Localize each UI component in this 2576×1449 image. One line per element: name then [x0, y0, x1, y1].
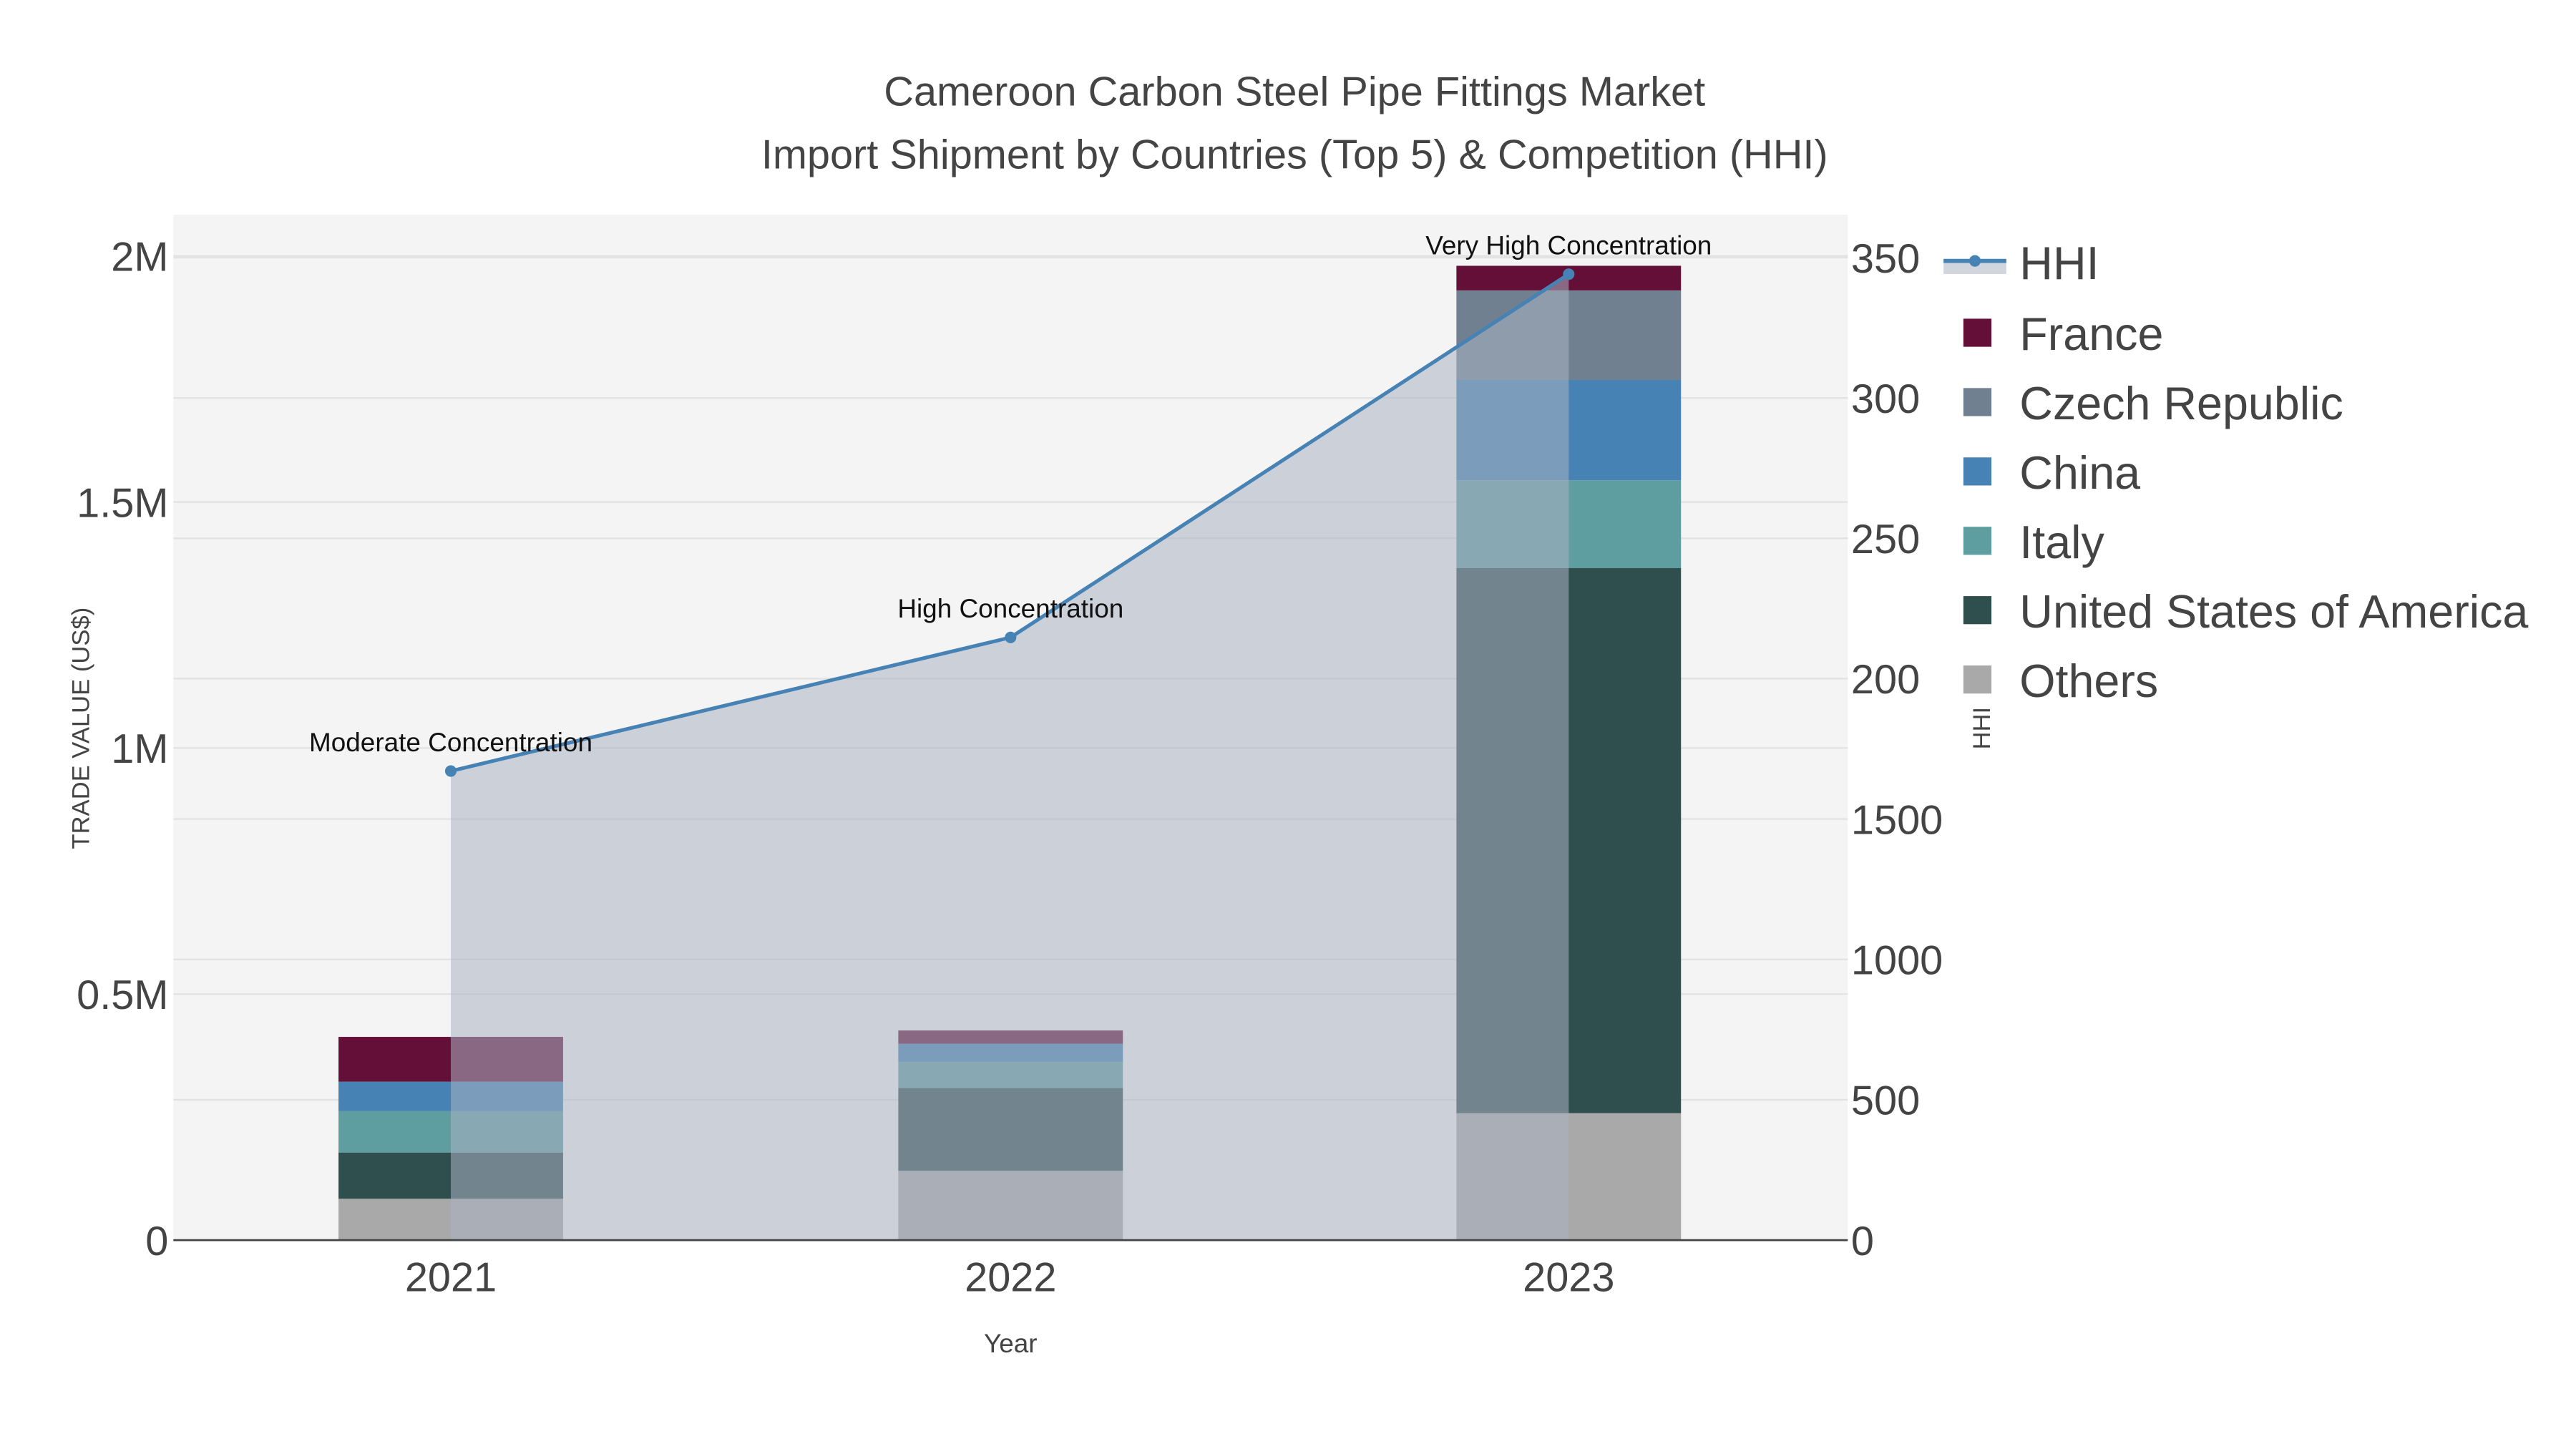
legend-swatch-czech-republic — [1963, 388, 1992, 416]
legend-label: China — [2019, 447, 2140, 499]
y2-tick-label: 1000 — [1851, 938, 1943, 984]
legend-swatch-france — [1963, 318, 1992, 347]
legend-label: Italy — [2019, 517, 2104, 568]
chart-title: Cameroon Carbon Steel Pipe Fittings Mark… — [884, 69, 1705, 115]
x-axis-title: Year — [984, 1329, 1038, 1358]
y-tick-label: 1M — [111, 726, 168, 772]
y2-axis-title: HHI — [1968, 707, 1996, 750]
legend-label: Czech Republic — [2019, 378, 2343, 429]
legend-label: Others — [2019, 655, 2158, 707]
y2-tick-label: 200 — [1851, 657, 1920, 703]
x-axis-ticks: 2021 2022 2023 — [405, 1255, 1615, 1301]
legend: HHI France Czech Republic China Italy United … — [1943, 238, 2528, 707]
y2-axis-ticks: 0 500 1000 1500 200 250 300 350 — [1851, 236, 1943, 1264]
y-tick-label: 2M — [111, 234, 168, 280]
legend-swatch-china — [1963, 457, 1992, 486]
legend-swatch-others — [1963, 665, 1992, 694]
legend-swatch-italy — [1963, 527, 1992, 555]
hhi-point — [444, 765, 457, 777]
chart-subtitle: Import Shipment by Countries (Top 5) & C… — [761, 132, 1828, 177]
x-tick-label: 2022 — [965, 1255, 1056, 1301]
y2-tick-label: 250 — [1851, 517, 1920, 562]
y2-tick-label: 1500 — [1851, 797, 1943, 843]
y2-tick-label: 350 — [1851, 236, 1920, 282]
legend-label-hhi: HHI — [2019, 238, 2099, 289]
y-axis-title: TRADE VALUE (US$) — [68, 608, 95, 849]
y-tick-label: 1.5M — [77, 480, 168, 526]
y2-tick-label: 500 — [1851, 1078, 1920, 1124]
y-tick-label: 0.5M — [77, 972, 168, 1018]
hhi-annotation: Very High Concentration — [1425, 230, 1712, 260]
x-tick-label: 2021 — [405, 1255, 497, 1301]
x-tick-label: 2023 — [1523, 1255, 1614, 1301]
legend-label: United States of America — [2019, 586, 2528, 638]
hhi-annotation: High Concentration — [897, 594, 1123, 623]
hhi-series: Moderate Concentration High Concentration… — [309, 230, 1712, 1241]
hhi-point — [1563, 268, 1575, 280]
hhi-annotation: Moderate Concentration — [309, 728, 592, 757]
y2-tick-label: 0 — [1851, 1219, 1874, 1264]
y-axis-ticks: 0 0.5M 1M 1.5M 2M — [77, 234, 168, 1264]
y2-tick-label: 300 — [1851, 376, 1920, 422]
legend-swatch-united-states-of-america — [1963, 596, 1992, 625]
legend-label: France — [2019, 308, 2163, 360]
legend-swatch-hhi-point — [1968, 255, 1981, 267]
y-tick-label: 0 — [145, 1219, 168, 1264]
hhi-point — [1005, 631, 1017, 643]
hhi-area — [451, 274, 1569, 1241]
